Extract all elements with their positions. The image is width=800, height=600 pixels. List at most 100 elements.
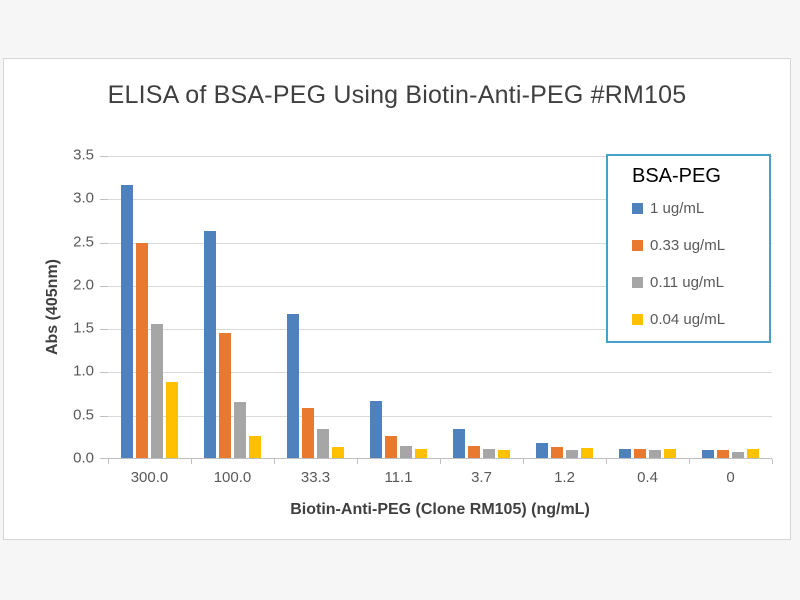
- x-tick-label: 100.0: [213, 469, 252, 486]
- x-tick-label: 33.3: [300, 469, 331, 486]
- legend-box: BSA-PEG 1 ug/mL 0.33 ug/mL 0.11 ug/mL 0.04 …: [606, 154, 771, 343]
- gridline: [108, 285, 772, 287]
- legend-items: 1 ug/mL 0.33 ug/mL 0.11 ug/mL 0.04 ug/mL: [608, 190, 769, 338]
- x-tick-mark: [191, 459, 192, 464]
- bar-series-2-cat-1: [234, 401, 246, 458]
- bar-group-100.0: [191, 155, 274, 458]
- y-tick-label: 0.0: [73, 449, 94, 467]
- x-axis-line: [100, 458, 772, 459]
- x-tick-label: 300.0: [130, 469, 169, 486]
- y-tick-label: 0.5: [73, 406, 94, 424]
- y-tick-label: 3.0: [73, 189, 94, 207]
- bar-series-1-cat-7: [717, 450, 729, 458]
- bar-series-0-cat-5: [536, 443, 548, 458]
- y-tick-mark: [100, 372, 108, 374]
- x-tick-mark: [440, 459, 441, 464]
- gridline: [108, 199, 772, 201]
- bar-series-1-cat-1: [219, 332, 231, 458]
- bar-series-1-cat-5: [551, 446, 563, 458]
- bar-group-33.3: [274, 155, 357, 458]
- bar-group-11.1: [357, 155, 440, 458]
- bar-series-3-cat-1: [249, 435, 261, 458]
- gridline: [108, 156, 772, 157]
- x-tick-mark: [772, 459, 773, 464]
- bar-series-2-cat-6: [649, 450, 661, 458]
- legend-label: 0.11 ug/mL: [650, 274, 724, 291]
- bar-series-3-cat-3: [415, 449, 427, 458]
- y-tick-mark: [100, 415, 108, 417]
- y-tick-mark: [100, 285, 108, 287]
- legend-swatch-icon: [632, 203, 643, 214]
- gridline: [108, 329, 772, 331]
- bar-series-1-cat-6: [634, 449, 646, 458]
- bar-group-0.4: [606, 155, 689, 458]
- y-tick-mark: [100, 329, 108, 331]
- x-tick-labels: 300.0 100.0 33.3 11.1 3.7 1.2 0.4 0: [108, 469, 772, 486]
- bar-series-2-cat-5: [566, 450, 578, 458]
- legend-item-0: 1 ug/mL: [632, 190, 769, 227]
- legend-label: 0.33 ug/mL: [650, 237, 726, 254]
- bar-group-0: [689, 155, 772, 458]
- x-tick-label: 1.2: [554, 469, 575, 486]
- bar-series-0-cat-1: [204, 231, 216, 458]
- x-tick-label: 3.7: [471, 469, 492, 486]
- bar-series-3-cat-6: [664, 449, 676, 458]
- y-tick-label: 3.5: [73, 146, 94, 164]
- x-tick-mark: [606, 459, 607, 464]
- y-tick-mark: [100, 199, 108, 201]
- bar-series-0-cat-0: [121, 185, 133, 458]
- bar-series-3-cat-5: [581, 447, 593, 458]
- legend-title: BSA-PEG: [632, 165, 721, 187]
- bar-series-2-cat-2: [317, 429, 329, 458]
- y-tick-label: 2.0: [73, 276, 94, 294]
- y-tick-mark: [100, 242, 108, 244]
- gridline: [108, 372, 772, 374]
- bar-series-3-cat-0: [166, 381, 178, 458]
- bar-series-1-cat-2: [302, 407, 314, 458]
- legend-label: 0.04 ug/mL: [650, 311, 726, 328]
- bar-series-2-cat-3: [400, 445, 412, 458]
- y-axis-title: Abs (405nm): [44, 258, 61, 356]
- bar-series-0-cat-4: [453, 429, 465, 458]
- legend-swatch-icon: [632, 240, 643, 251]
- y-tick-mark: [100, 156, 108, 157]
- bar-series-1-cat-3: [385, 435, 397, 458]
- x-axis-title: Biotin-Anti-PEG (Clone RM105) (ng/mL): [290, 501, 590, 518]
- y-tick-label: 1.5: [73, 319, 94, 337]
- x-tick-mark: [108, 459, 109, 464]
- x-tick-mark: [689, 459, 690, 464]
- x-tick-label: 0.4: [637, 469, 658, 486]
- legend-item-2: 0.11 ug/mL: [632, 264, 769, 301]
- legend-item-3: 0.04 ug/mL: [632, 301, 769, 338]
- x-tick-mark: [357, 459, 358, 464]
- legend-swatch-icon: [632, 314, 643, 325]
- bar-series-0-cat-7: [702, 450, 714, 458]
- y-tick-label: 1.0: [73, 363, 94, 381]
- gridline: [108, 242, 772, 244]
- bar-groups: [108, 155, 772, 458]
- bar-series-1-cat-4: [468, 445, 480, 458]
- bar-series-2-cat-4: [483, 448, 495, 458]
- chart-panel: ELISA of BSA-PEG Using Biotin-Anti-PEG #…: [3, 58, 791, 540]
- bar-series-2-cat-7: [732, 451, 744, 458]
- bar-series-0-cat-2: [287, 314, 299, 458]
- bar-series-0-cat-3: [370, 400, 382, 458]
- chart-title: ELISA of BSA-PEG Using Biotin-Anti-PEG #…: [107, 81, 687, 109]
- bar-series-3-cat-4: [498, 450, 510, 458]
- bar-series-2-cat-0: [151, 323, 163, 458]
- x-tick-label: 11.1: [384, 469, 413, 486]
- x-tick-label: 0: [726, 469, 735, 486]
- bar-group-3.7: [440, 155, 523, 458]
- legend-item-1: 0.33 ug/mL: [632, 227, 769, 264]
- bar-series-3-cat-7: [747, 449, 759, 458]
- bar-group-300.0: [108, 155, 191, 458]
- gridline: [108, 415, 772, 417]
- bar-series-0-cat-6: [619, 448, 631, 458]
- x-tick-mark: [274, 459, 275, 464]
- plot-area: 0.0 0.5 1.0 1.5 2.0 2.5 3.0 3.5: [73, 147, 773, 467]
- y-tick-label: 2.5: [73, 233, 94, 251]
- x-tick-mark: [523, 459, 524, 464]
- bar-series-3-cat-2: [332, 446, 344, 458]
- legend-swatch-icon: [632, 277, 643, 288]
- bar-series-1-cat-0: [136, 243, 148, 458]
